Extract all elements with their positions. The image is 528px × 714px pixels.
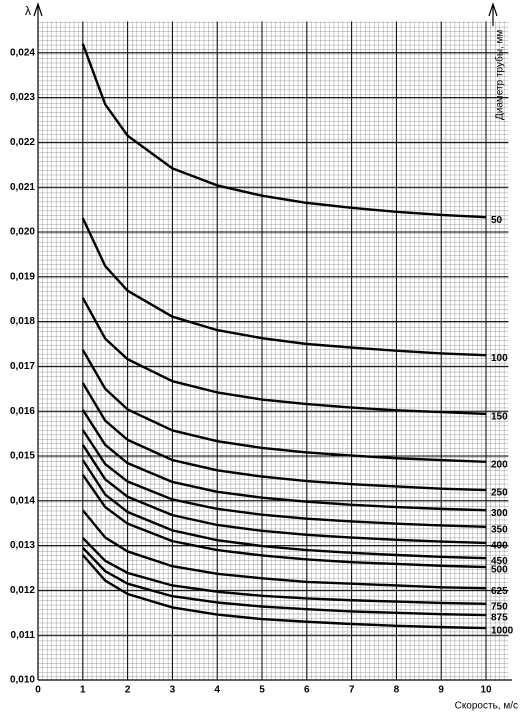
y-tick-label: 0,022: [10, 137, 35, 148]
legend-label: 875: [491, 613, 508, 624]
legend-label: 350: [491, 524, 508, 535]
x-tick-label: 10: [480, 685, 492, 696]
legend-label: 250: [491, 488, 508, 499]
y-tick-label: 0,013: [10, 540, 35, 551]
legend-label: 300: [491, 508, 508, 519]
y-tick-label: 0,015: [10, 451, 35, 462]
x-tick-label: 9: [438, 685, 444, 696]
y-tick-label: 0,023: [10, 92, 35, 103]
y-tick-label: 0,020: [10, 227, 35, 238]
curve: [81, 429, 487, 528]
curve: [81, 474, 487, 569]
y-tick-label: 0,018: [10, 316, 35, 327]
x-tick-label: 6: [304, 685, 310, 696]
y-tick-label: 0,019: [10, 271, 35, 282]
y-tick-label: 0,012: [10, 585, 35, 596]
legend-label: 100: [491, 353, 508, 364]
curve: [81, 382, 487, 492]
curve: [81, 537, 487, 606]
legend-label: 200: [491, 459, 508, 470]
x-tick-label: 7: [349, 685, 355, 696]
curve: [81, 554, 487, 630]
legend-label: 750: [491, 601, 508, 612]
curve: [81, 444, 487, 545]
y-tick-label: 0,010: [10, 675, 35, 686]
curve: [81, 409, 487, 512]
minor-grid: [38, 21, 509, 680]
legend-label: 400: [491, 541, 508, 552]
curve: [81, 509, 487, 590]
curve: [81, 349, 487, 464]
x-tick-label: 3: [170, 685, 176, 696]
legend-arrow: [488, 2, 498, 26]
legend-label: 50: [491, 215, 503, 226]
legend-label: 150: [491, 412, 508, 423]
y-axis-title: λ: [25, 4, 31, 18]
curve: [81, 459, 487, 560]
y-axis: [33, 2, 43, 680]
y-tick-label: 0,024: [10, 47, 35, 58]
legend-label: 500: [491, 565, 508, 576]
legend-label: 625: [491, 586, 508, 597]
x-tick-label: 0: [35, 685, 41, 696]
legend-label: 1000: [491, 626, 514, 637]
x-tick-label: 4: [214, 685, 220, 696]
x-axis-title: Скорость, м/с: [455, 701, 518, 712]
curve: [81, 43, 487, 219]
x-tick-label: 5: [259, 685, 265, 696]
y-tick-label: 0,021: [10, 182, 35, 193]
x-tick-label: 8: [394, 685, 400, 696]
x-tick-label: 1: [80, 685, 86, 696]
y-tick-label: 0,011: [11, 630, 36, 641]
x-tick-label: 2: [125, 685, 131, 696]
curve: [81, 297, 487, 416]
y-tick-label: 0,017: [10, 361, 35, 372]
curve: [81, 547, 487, 617]
y-tick-label: 0,016: [10, 406, 35, 417]
y-tick-label: 0,014: [10, 495, 35, 506]
curve: [81, 217, 487, 357]
legend-label: 450: [491, 556, 508, 567]
legend-title: Диаметр трубы, мм: [494, 30, 506, 120]
